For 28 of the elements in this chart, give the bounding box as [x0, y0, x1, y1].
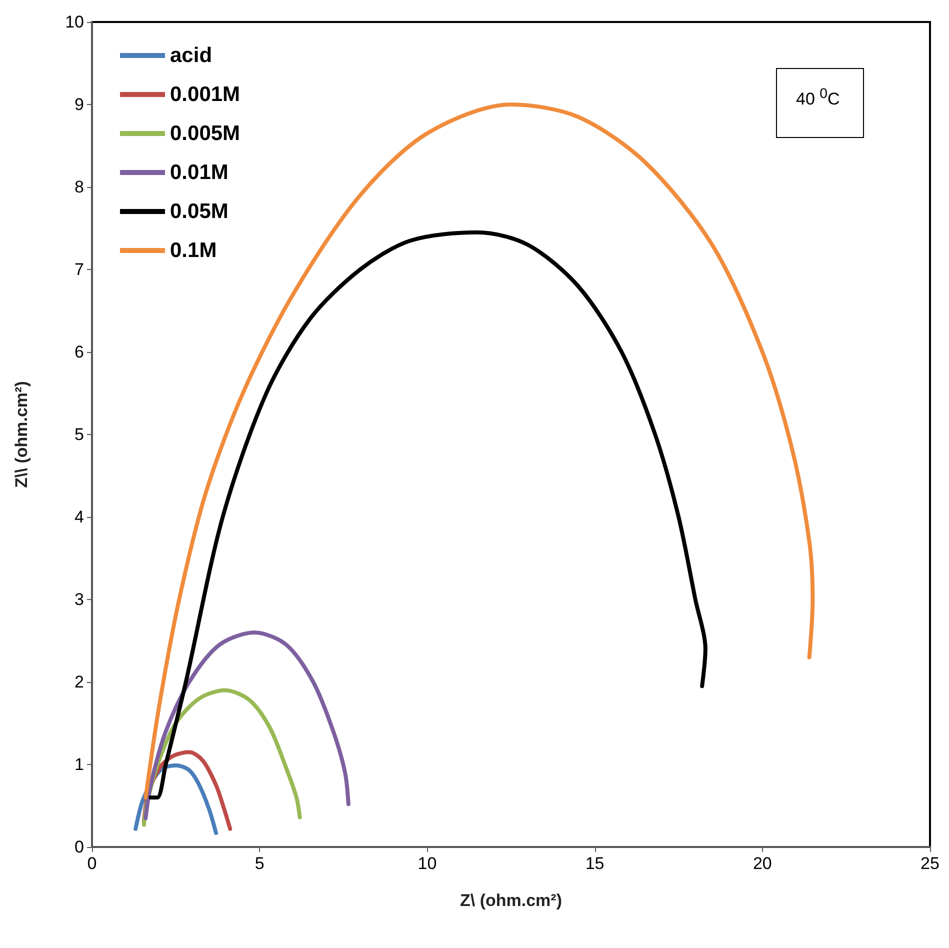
legend-label: 0.005M: [170, 122, 240, 145]
legend-label: acid: [170, 44, 212, 67]
legend-label: 0.01M: [170, 161, 228, 184]
y-tick-label: 6: [74, 342, 84, 362]
line-series: [148, 230, 708, 800]
x-tick-label: 5: [254, 854, 264, 873]
y-tick-label: 3: [74, 590, 84, 609]
line-series: [144, 630, 350, 820]
x-tick-label: 20: [752, 854, 772, 873]
y-tick-label: 5: [74, 425, 84, 444]
y-tick-label: 4: [74, 508, 84, 526]
x-tick-label: 10: [418, 854, 437, 873]
y-axis-title: Z\\ (ohm.cm²): [12, 381, 31, 488]
x-axis-title: Z\ (ohm.cm²): [460, 891, 562, 910]
y-tick-label: 2: [74, 672, 84, 692]
legend-label: 0.05M: [170, 200, 228, 223]
y-tick-label: 7: [74, 260, 84, 279]
x-tick-label: 15: [585, 854, 604, 873]
y-tick-label: 9: [74, 95, 84, 114]
y-tick-label: 10: [65, 12, 84, 32]
annotation: 40 $^{0}$C: [796, 86, 840, 110]
x-tick-label: 25: [920, 854, 940, 873]
y-tick-label: 8: [74, 178, 84, 196]
y-tick-label: 1: [74, 755, 84, 774]
legend-label: 0.1M: [170, 239, 217, 262]
y-tick-label: 0: [74, 838, 84, 856]
x-tick-label: 0: [87, 854, 97, 873]
legend-label: 0.001M: [170, 83, 240, 106]
